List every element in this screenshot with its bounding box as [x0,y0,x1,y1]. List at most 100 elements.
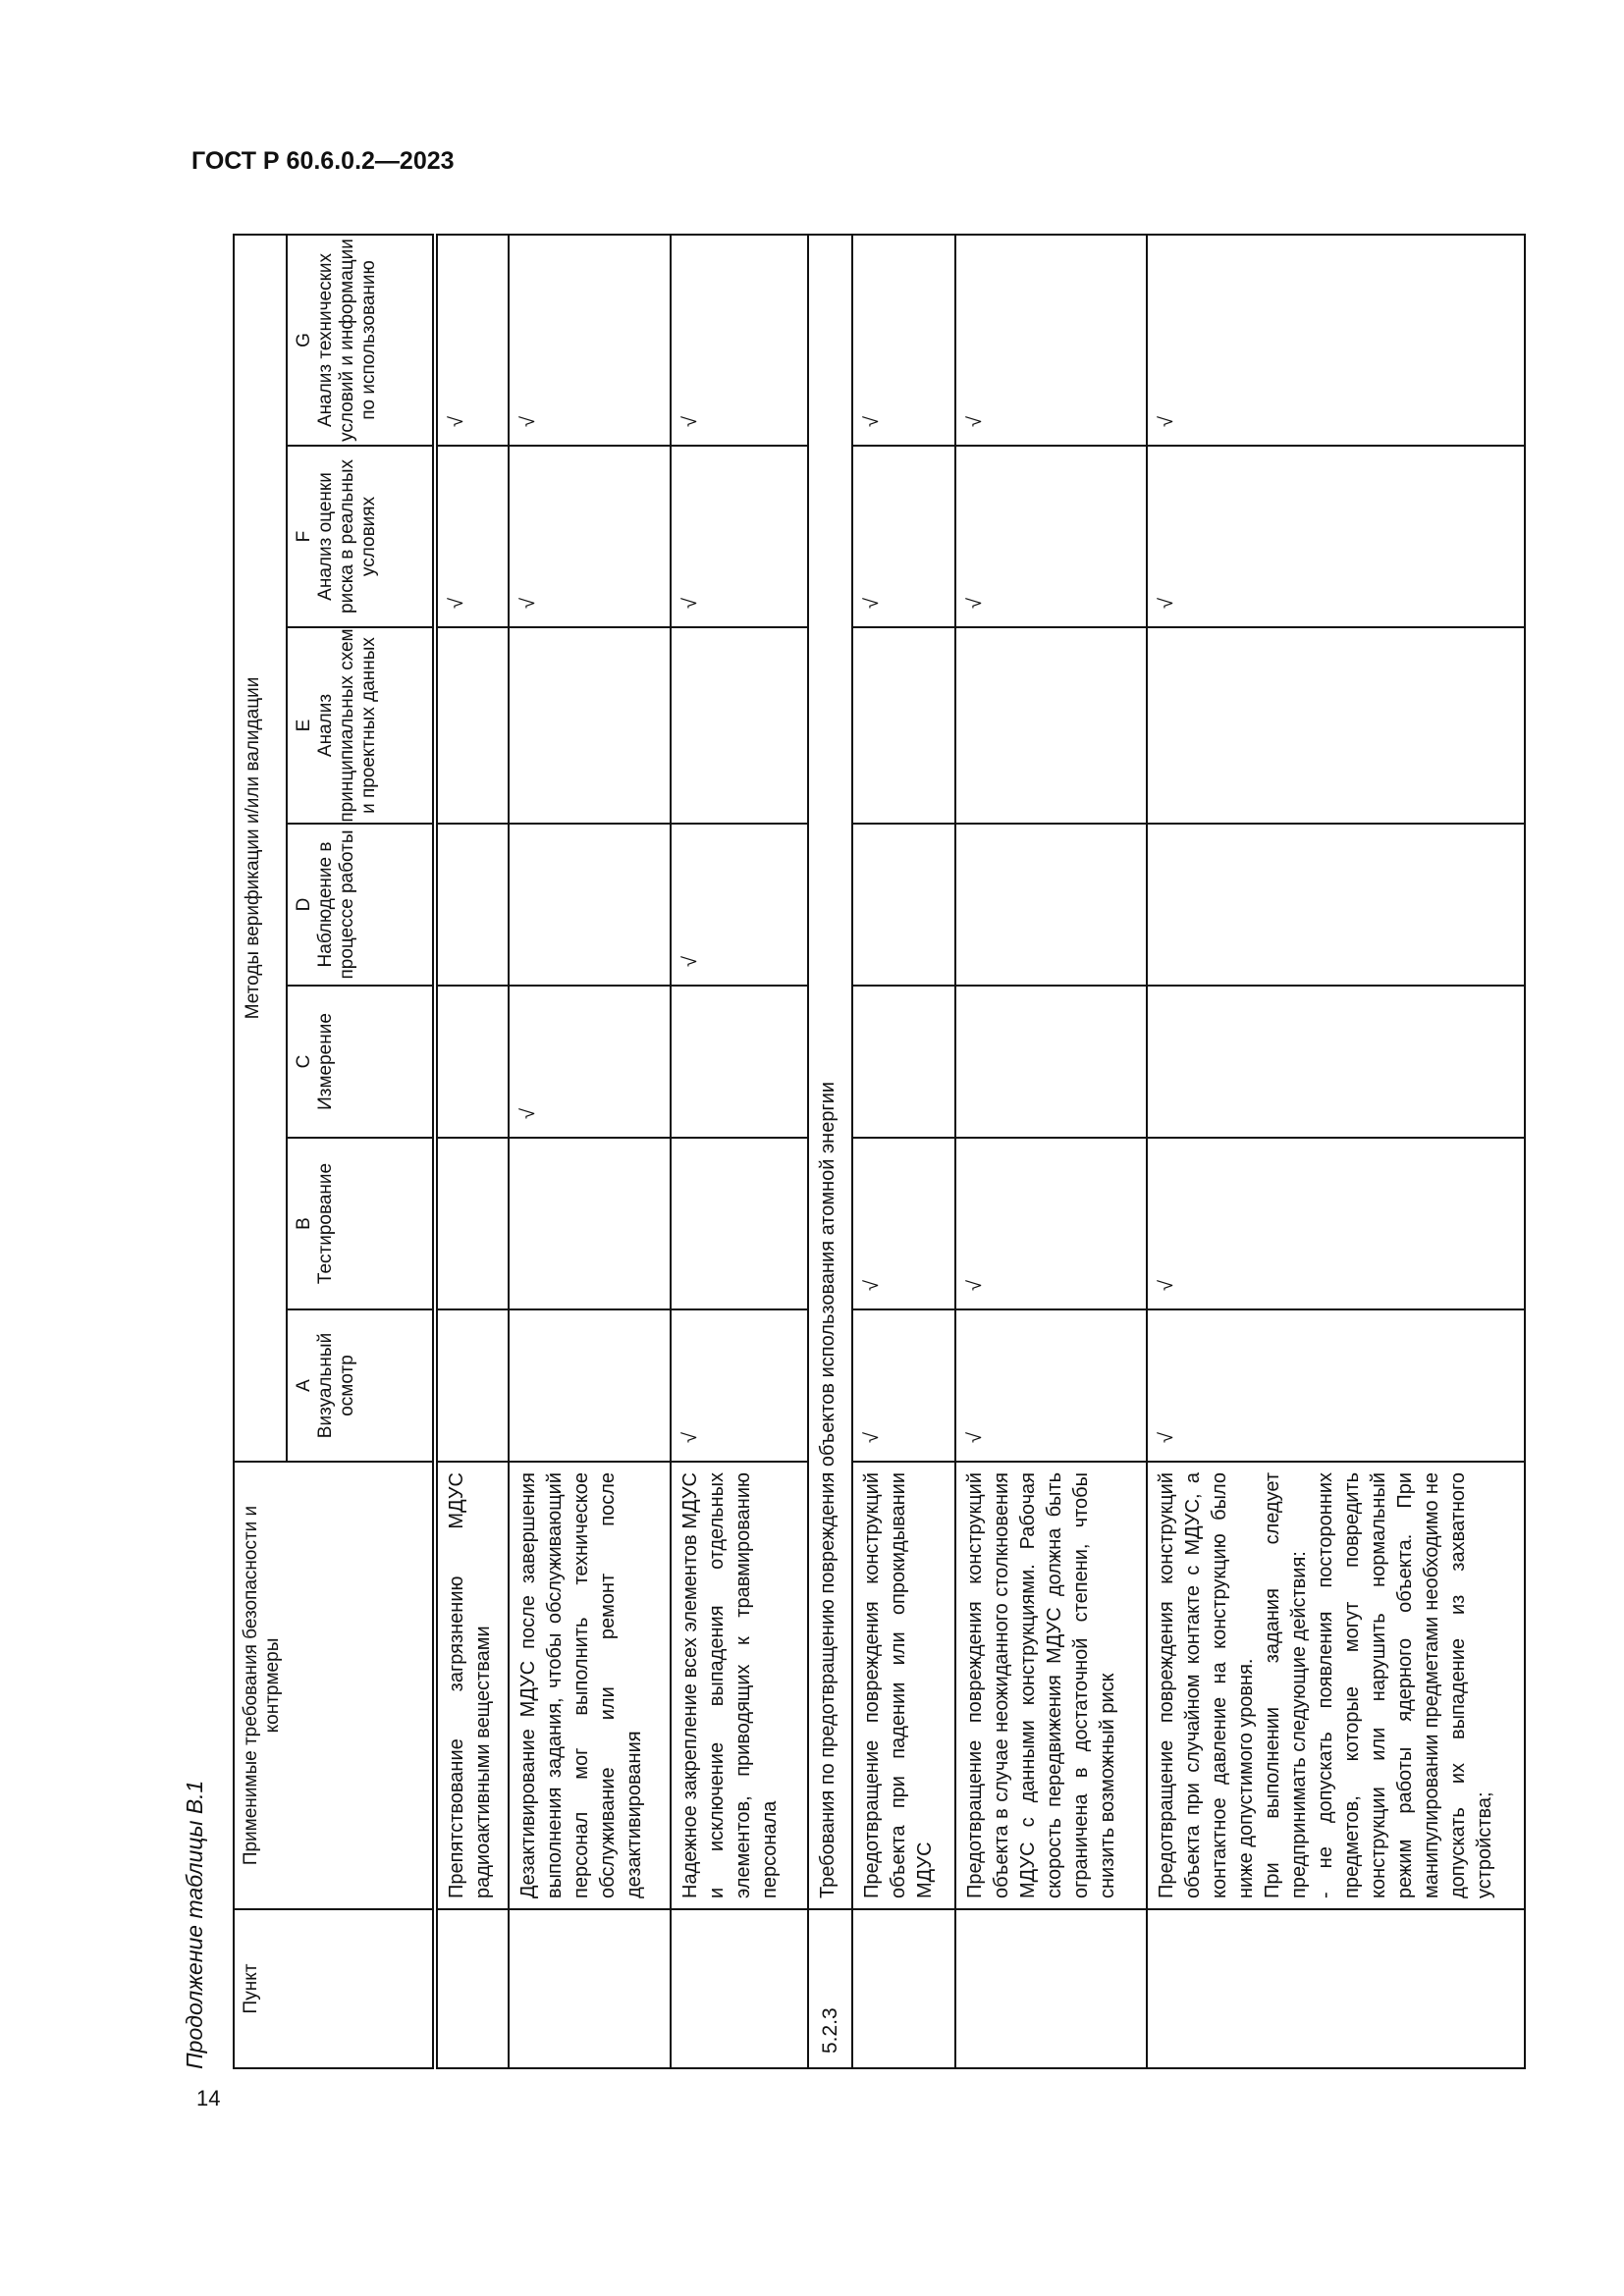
check-mark-icon: √ [1156,598,1177,609]
method-cell-g: √ [1147,234,1525,446]
header-method-g: G Анализ технических условий и информации… [287,234,435,446]
method-cell-a: √ [955,1309,1147,1462]
punkt-cell [1147,1909,1525,2068]
table-row: Дезактивирование МДУС после завершения в… [509,234,671,2068]
requirement-text: При выполнении задания следует предприни… [1262,1472,1310,1898]
header-method-c: C Измерение [287,986,435,1138]
method-name: Визуальный осмотр [315,1332,357,1439]
method-cell-d [435,824,509,986]
requirement-text: - не допускать появления посторонних пре… [1315,1472,1495,1898]
method-letter: D [294,897,314,912]
method-cell-d [509,824,671,986]
method-cell-b: √ [1147,1138,1525,1309]
check-mark-icon: √ [517,598,539,609]
method-cell-e [435,627,509,824]
punkt-cell [955,1909,1147,2068]
method-cell-e [852,627,955,824]
method-cell-a: √ [1147,1309,1525,1462]
method-cell-e [955,627,1147,824]
method-cell-c [671,986,808,1138]
section-row: 5.2.3 Требования по предотвращению повреж… [808,234,852,2068]
method-letter: C [294,1054,314,1069]
method-cell-f: √ [435,446,509,627]
punkt-cell [435,1909,509,2068]
check-mark-icon: √ [964,416,986,427]
method-name: Анализ оценки риска в реальных условиях [315,459,379,614]
punkt-cell [509,1909,671,2068]
requirement-cell: Предотвращение повреждения конструкций о… [852,1462,955,1909]
requirement-text: Дезактивирование МДУС после завершения в… [517,1472,645,1898]
method-cell-g: √ [509,234,671,446]
header-method-e: E Анализ принципиальных схем и проектных … [287,627,435,824]
check-mark-icon: √ [964,1432,986,1443]
requirement-cell: Дезактивирование МДУС после завершения в… [509,1462,671,1909]
header-method-f: F Анализ оценки риска в реальных условиях [287,446,435,627]
method-letter: A [294,1379,314,1392]
method-cell-b [509,1138,671,1309]
header-method-b: B Тестирование [287,1138,435,1309]
method-cell-a [435,1309,509,1462]
method-name: Измерение [315,1013,336,1110]
method-cell-e [671,627,808,824]
method-cell-f: √ [852,446,955,627]
header-requirements: Применимые требования безопасности и кон… [234,1462,435,1909]
check-mark-icon: √ [861,416,883,427]
requirement-text: Предотвращение повреждения конструкций о… [964,1472,1118,1898]
method-cell-b [671,1138,808,1309]
punkt-cell [671,1909,808,2068]
method-name: Анализ принципиальных схем и проектных д… [315,628,379,823]
method-letter: G [294,333,314,347]
method-letter: F [294,530,314,543]
punkt-cell: 5.2.3 [808,1909,852,2068]
method-cell-a: √ [671,1309,808,1462]
method-cell-e [1147,627,1525,824]
method-name: Тестирование [315,1162,336,1285]
method-cell-f: √ [509,446,671,627]
method-name: Анализ технических условий и информации … [315,239,379,442]
method-cell-c [852,986,955,1138]
method-cell-f: √ [671,446,808,627]
check-mark-icon: √ [1156,1432,1177,1443]
method-cell-c [955,986,1147,1138]
method-cell-c: √ [509,986,671,1138]
check-mark-icon: √ [446,416,467,427]
check-mark-icon: √ [446,598,467,609]
rotated-table-area: Продолжение таблицы В.1 Пункт Применимые… [182,234,1525,2069]
method-cell-d [852,824,955,986]
requirement-text: Предотвращение повреждения конструкций о… [861,1472,936,1898]
table-caption: Продолжение таблицы В.1 [182,1780,207,2069]
method-cell-g: √ [671,234,808,446]
check-mark-icon: √ [861,598,883,609]
check-mark-icon: √ [1156,1280,1177,1291]
method-cell-a: √ [852,1309,955,1462]
header-methods-group: Методы верификации и/или валидации [234,234,287,1462]
method-cell-f: √ [1147,446,1525,627]
requirement-cell: Препятствование загрязнению МДУС радиоак… [435,1462,509,1909]
requirement-cell: Предотвращение повреждения конструкций о… [1147,1462,1525,1909]
method-cell-a [509,1309,671,1462]
method-cell-c [1147,986,1525,1138]
requirement-text: Препятствование загрязнению МДУС радиоак… [446,1472,494,1898]
check-mark-icon: √ [517,416,539,427]
verification-methods-table: Пункт Применимые требования безопасности… [233,234,1526,2069]
header-punkt: Пункт [234,1909,435,2068]
method-cell-g: √ [852,234,955,446]
method-cell-f: √ [955,446,1147,627]
table-row: Препятствование загрязнению МДУС радиоак… [435,234,509,2068]
document-code: ГОСТ Р 60.6.0.2—2023 [191,147,455,175]
check-mark-icon: √ [517,1108,539,1119]
method-cell-c [435,986,509,1138]
punkt-cell [852,1909,955,2068]
check-mark-icon: √ [679,416,701,427]
check-mark-icon: √ [861,1432,883,1443]
table-row: Предотвращение повреждения конструкций о… [852,234,955,2068]
check-mark-icon: √ [1156,416,1177,427]
check-mark-icon: √ [679,956,701,967]
method-cell-d [1147,824,1525,986]
method-cell-d: √ [671,824,808,986]
check-mark-icon: √ [964,1280,986,1291]
check-mark-icon: √ [964,598,986,609]
method-cell-g: √ [435,234,509,446]
method-name: Наблюдение в процессе работы [315,829,357,980]
method-cell-b: √ [955,1138,1147,1309]
